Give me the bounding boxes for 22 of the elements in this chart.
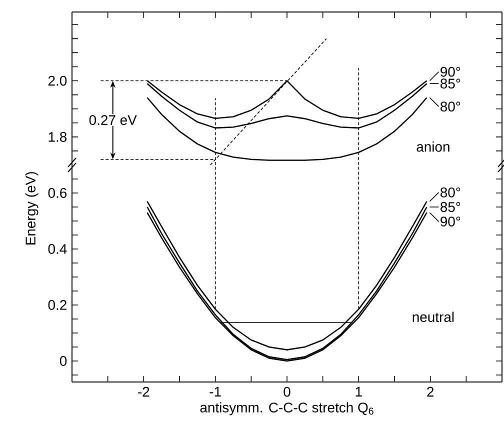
y-axis-title: Energy (eV) (25, 172, 38, 244)
legend-label: 85° (440, 78, 460, 89)
legend-label: 90° (440, 66, 460, 77)
legend-label: 85° (440, 202, 460, 212)
y-tick-label: 1.8 (48, 132, 67, 142)
x-tick-label: 2 (427, 386, 434, 397)
legend-label: 80° (440, 102, 460, 112)
x-tick-label: 0 (284, 386, 290, 397)
annotation: 0.27 eV (89, 115, 137, 126)
y-tick-label: 0.2 (48, 300, 66, 310)
y-tick-label: 0.4 (48, 244, 67, 254)
legend-label: 80° (440, 187, 460, 198)
x-tick-label: -1 (210, 386, 221, 396)
legend-label: 90° (440, 216, 460, 227)
y-tick-label: 0 (60, 356, 67, 366)
x-tick-label: -2 (138, 386, 150, 397)
x-axis-title: antisymm. C-C-C stretch Q$_{6}$ (200, 402, 374, 416)
annotation: neutral (412, 312, 454, 322)
y-tick-label: 2.0 (48, 76, 67, 86)
annotation: anion (416, 142, 450, 152)
y-tick-label: 0.6 (48, 188, 67, 198)
x-tick-label: 1 (356, 386, 362, 396)
